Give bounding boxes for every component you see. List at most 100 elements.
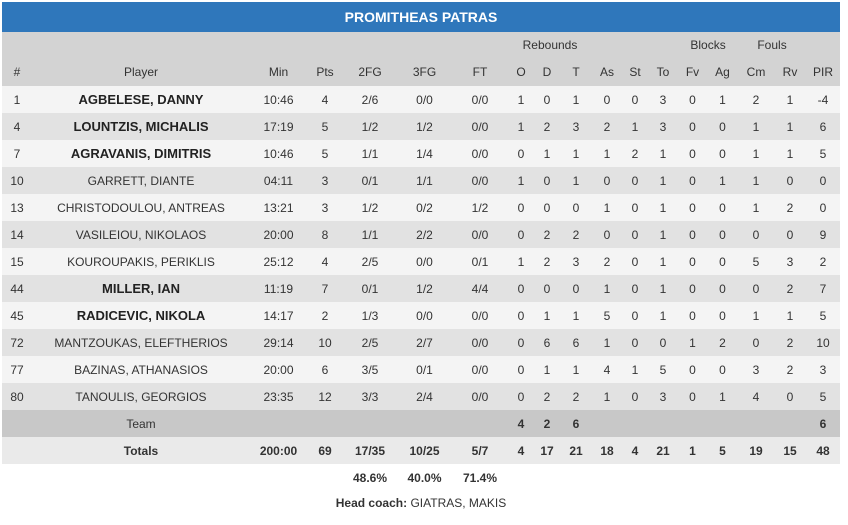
column-header[interactable]: St <box>629 65 641 79</box>
stat-cell: 0 <box>819 200 827 215</box>
team-stat-cell <box>307 410 343 437</box>
stat-cell: 1 <box>631 119 639 134</box>
column-header[interactable]: D <box>542 65 552 79</box>
head-coach-name: GIATRAS, MAKIS <box>410 496 507 510</box>
column-header[interactable]: 2FG <box>358 65 382 79</box>
player-name: RADICEVIC, NIKOLA <box>76 308 206 323</box>
stat-cell: 0 <box>719 308 726 323</box>
column-header[interactable]: Ag <box>715 65 730 79</box>
stat-cell: 3 <box>659 389 667 404</box>
stat-cell: 1 <box>572 362 580 377</box>
totals-stat-cell: 21 <box>569 443 583 458</box>
stat-cell: 0 <box>631 389 639 404</box>
stat-cell: 2 <box>543 119 551 134</box>
totals-stat-cell: 4 <box>517 443 525 458</box>
empty-cell <box>32 464 250 491</box>
stat-cell: 8 <box>321 227 329 242</box>
team-stat-cell <box>592 410 622 437</box>
player-number: 4 <box>13 119 21 134</box>
player-name: MANTZOUKAS, ELEFTHERIOS <box>54 335 228 350</box>
blocks-group-header: Blocks <box>690 38 726 52</box>
stat-cell: 1 <box>517 119 525 134</box>
stat-cell: 1 <box>572 308 580 323</box>
column-header[interactable]: # <box>13 65 21 79</box>
stat-cell: 1/1 <box>416 173 433 188</box>
stat-cell: 1 <box>719 173 726 188</box>
stat-cell: 4/4 <box>471 281 489 296</box>
column-header[interactable]: T <box>572 65 580 79</box>
column-header[interactable]: 3FG <box>412 65 437 79</box>
player-number: 7 <box>13 146 21 161</box>
player-name: TANOULIS, GEORGIOS <box>75 389 207 404</box>
stat-cell: 1 <box>659 227 667 242</box>
stat-cell: 3 <box>572 119 580 134</box>
stat-cell: 7 <box>819 281 827 296</box>
stat-cell: 5 <box>819 146 827 161</box>
team-label: Team <box>126 416 156 431</box>
fg2-percentage: 48.6% <box>352 470 388 485</box>
stat-cell: 5 <box>659 362 667 377</box>
empty-cell <box>2 464 32 491</box>
stat-cell: 0 <box>543 92 551 107</box>
column-header[interactable]: Player <box>123 65 158 79</box>
column-header[interactable]: As <box>600 65 615 79</box>
stat-cell: 6 <box>819 119 827 134</box>
stat-cell: 20:00 <box>263 227 294 242</box>
stat-cell: 0 <box>819 173 827 188</box>
stat-cell: 0 <box>689 200 696 215</box>
stat-cell: 2 <box>572 389 580 404</box>
totals-number-cell <box>2 437 32 464</box>
stat-cell: -4 <box>817 92 829 107</box>
player-number: 80 <box>10 389 24 404</box>
team-stat-cell <box>678 410 707 437</box>
stat-cell: 1 <box>572 173 580 188</box>
stat-cell: 20:00 <box>263 362 294 377</box>
stat-cell: 2 <box>786 335 794 350</box>
player-name: VASILEIOU, NIKOLAOS <box>75 227 207 242</box>
player-number: 1 <box>13 92 21 107</box>
stat-cell: 0/0 <box>416 92 433 107</box>
stat-cell: 0/0 <box>471 389 489 404</box>
stat-cell: 0 <box>603 92 611 107</box>
stat-cell: 2 <box>603 119 611 134</box>
column-header[interactable]: Fv <box>685 65 700 79</box>
stat-cell: 1 <box>603 281 611 296</box>
team-stat-cell <box>397 410 452 437</box>
column-header[interactable]: To <box>656 65 670 79</box>
stat-cell: 1 <box>603 146 611 161</box>
column-header[interactable]: FT <box>472 65 488 79</box>
column-header[interactable]: O <box>516 65 526 79</box>
player-row: 14 VASILEIOU, NIKOLAOS 20:00 8 1/1 2/2 0/0 0 2 2 0… <box>2 221 841 248</box>
column-header-row: # Player Min Pts 2FG 3FG FT O D T As St To Fv Ag Cm Rv PI… <box>2 58 841 86</box>
empty-cell <box>678 464 707 491</box>
column-header[interactable]: Pts <box>316 65 334 79</box>
player-number: 72 <box>10 335 24 350</box>
stat-cell: 10 <box>816 335 830 350</box>
stat-cell: 0 <box>631 92 639 107</box>
stat-cell: 0 <box>543 173 551 188</box>
totals-stat-cell: 48 <box>816 443 830 458</box>
column-header[interactable]: Cm <box>746 65 766 79</box>
stat-cell: 0 <box>719 254 726 269</box>
column-header[interactable]: Min <box>268 65 289 79</box>
stat-cell: 0 <box>603 227 611 242</box>
stat-cell: 2/5 <box>361 335 379 350</box>
totals-stat-cell: 10/25 <box>409 443 440 458</box>
column-header[interactable]: Rv <box>782 65 798 79</box>
stat-cell: 1/2 <box>416 281 433 296</box>
stat-cell: 2 <box>752 92 760 107</box>
percentages-row: 48.6% 40.0% 71.4% <box>2 464 841 491</box>
stat-cell: 3 <box>572 254 580 269</box>
stat-cell: 1/2 <box>416 119 433 134</box>
player-row: 13 CHRISTODOULOU, ANTREAS 13:21 3 1/2 0/2 1/2 0… <box>2 194 841 221</box>
column-header[interactable]: PIR <box>813 65 834 79</box>
stat-cell: 4 <box>603 362 611 377</box>
stat-cell: 1 <box>603 389 611 404</box>
totals-stat-cell: 17 <box>540 443 554 458</box>
stat-cell: 1 <box>659 200 667 215</box>
empty-cell <box>508 464 534 491</box>
team-stat-cell <box>452 410 508 437</box>
stat-cell: 2 <box>631 146 639 161</box>
stat-cell: 1 <box>572 92 580 107</box>
team-stat-cell <box>648 410 678 437</box>
